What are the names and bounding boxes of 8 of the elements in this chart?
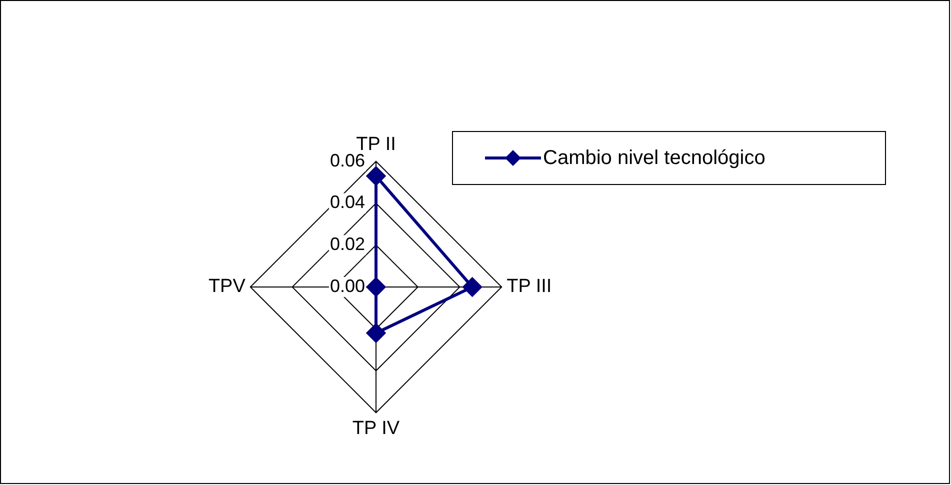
legend-label: Cambio nivel tecnológico [543,146,766,170]
spoke-label: TP IV [352,418,400,440]
y-tick-label: 0.02 [330,234,365,254]
y-tick-label: 0.04 [330,192,365,212]
spoke-label: TPV [208,276,246,298]
spoke-label: TP III [506,276,552,298]
y-tick-label: 0.06 [330,150,365,170]
y-tick-label: 0.00 [330,276,365,296]
